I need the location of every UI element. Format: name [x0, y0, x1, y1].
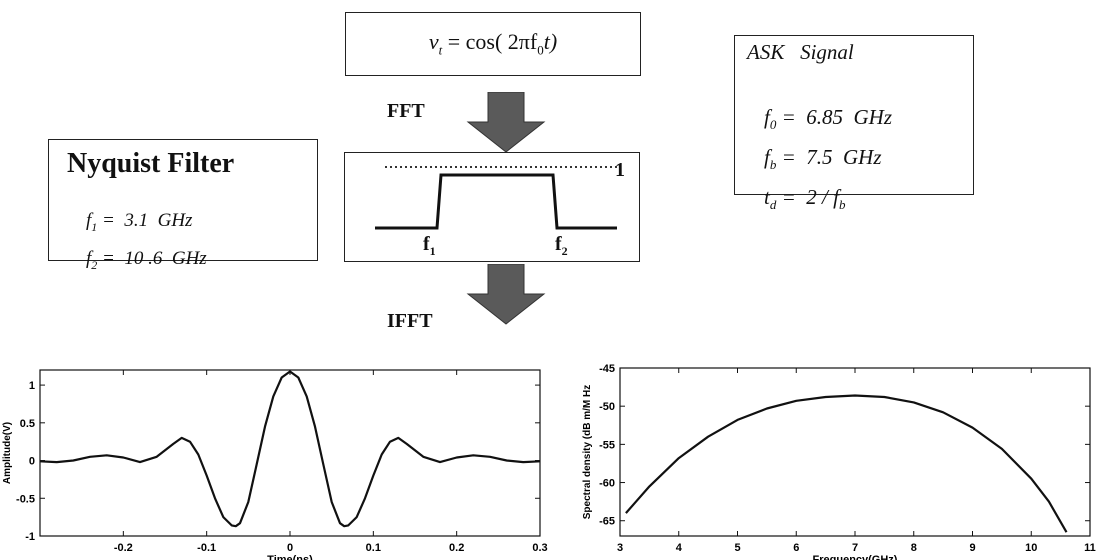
y-tick-label: 1 — [29, 380, 35, 392]
signal-equation: vt = cos( 2πf0t) — [428, 29, 558, 58]
x-tick-label: 7 — [852, 542, 858, 554]
x-tick-label: 10 — [1025, 542, 1037, 554]
x-tick-label: -0.2 — [114, 542, 133, 554]
y-tick-label: 0 — [29, 456, 35, 468]
y-tick-label: 0.5 — [20, 418, 35, 430]
y-tick-label: -45 — [599, 363, 615, 375]
f2-marker: f2 — [555, 233, 568, 258]
spectral-density-chart: 3 4 5 6 7 8 9 10 11 -65 -60 -55 -50 -45 Frequency(GHz)… — [582, 363, 1096, 560]
x-axis-label: Frequency(GHz) — [813, 554, 898, 560]
filter-response-diagram — [375, 166, 617, 230]
x-tick-label: 3 — [617, 542, 623, 554]
x-tick-label: 0 — [287, 542, 293, 554]
f1-marker: f1 — [423, 233, 436, 258]
ifft-arrow-icon — [466, 264, 546, 325]
y-tick-label: -1 — [25, 531, 35, 543]
nyquist-f1: f1 = 3.1 GHz — [86, 210, 193, 234]
ask-f0: f0 = 6.85 GHz — [764, 105, 893, 133]
y-axis-label: Spectral density (dB m/M Hz — [582, 385, 593, 519]
ask-title: ASK Signal — [747, 40, 854, 64]
x-tick-label: 0.1 — [366, 542, 381, 554]
x-tick-label: -0.1 — [197, 542, 216, 554]
nyquist-filter-box: Nyquist Filter f1 = 3.1 GHz f2 = 10 .6 G… — [48, 139, 318, 272]
signal-equation-box: vt = cos( 2πf0t) — [345, 12, 641, 76]
filter-response-box: 1 f1 f2 — [344, 152, 640, 262]
x-axis-label: Time(ns) — [267, 554, 313, 560]
y-tick-label: -55 — [599, 439, 615, 451]
x-tick-label: 5 — [734, 542, 740, 554]
ifft-label: IFFT — [387, 310, 433, 332]
fft-label: FFT — [387, 100, 425, 122]
x-tick-label: 0.3 — [532, 542, 547, 554]
plot-frame — [39, 369, 541, 537]
nyquist-f2: f2 = 10 .6 GHz — [86, 248, 207, 272]
x-tick-label: 11 — [1084, 542, 1096, 554]
ask-td: td = 2 / fb — [764, 185, 846, 213]
ask-fb: fb = 7.5 GHz — [764, 145, 882, 173]
series-line — [39, 370, 541, 528]
y-tick-label: -65 — [599, 516, 615, 528]
time-domain-chart: -0.2 -0.1 0 0.1 0.2 0.3 -1 -0.5 0 0.5 1 Time(ns) Amp… — [2, 369, 548, 560]
series-line — [625, 394, 1068, 533]
y-tick-label: -0.5 — [16, 493, 35, 505]
y-tick-label: -60 — [599, 478, 615, 490]
x-tick-label: 4 — [676, 542, 683, 554]
ask-signal-box: ASK Signal f0 = 6.85 GHz fb = 7.5 GHz td… — [734, 35, 974, 212]
passband-line — [375, 173, 617, 230]
x-tick-label: 8 — [911, 542, 917, 554]
plot-frame — [619, 367, 1091, 537]
y-tick-label: -50 — [599, 401, 615, 413]
x-tick-label: 9 — [969, 542, 975, 554]
nyquist-title: Nyquist Filter — [67, 148, 235, 179]
x-tick-label: 6 — [793, 542, 799, 554]
fft-arrow-icon — [466, 92, 546, 153]
x-tick-label: 0.2 — [449, 542, 464, 554]
unity-level-label: 1 — [615, 159, 625, 181]
y-axis-label: Amplitude(V) — [2, 422, 13, 484]
